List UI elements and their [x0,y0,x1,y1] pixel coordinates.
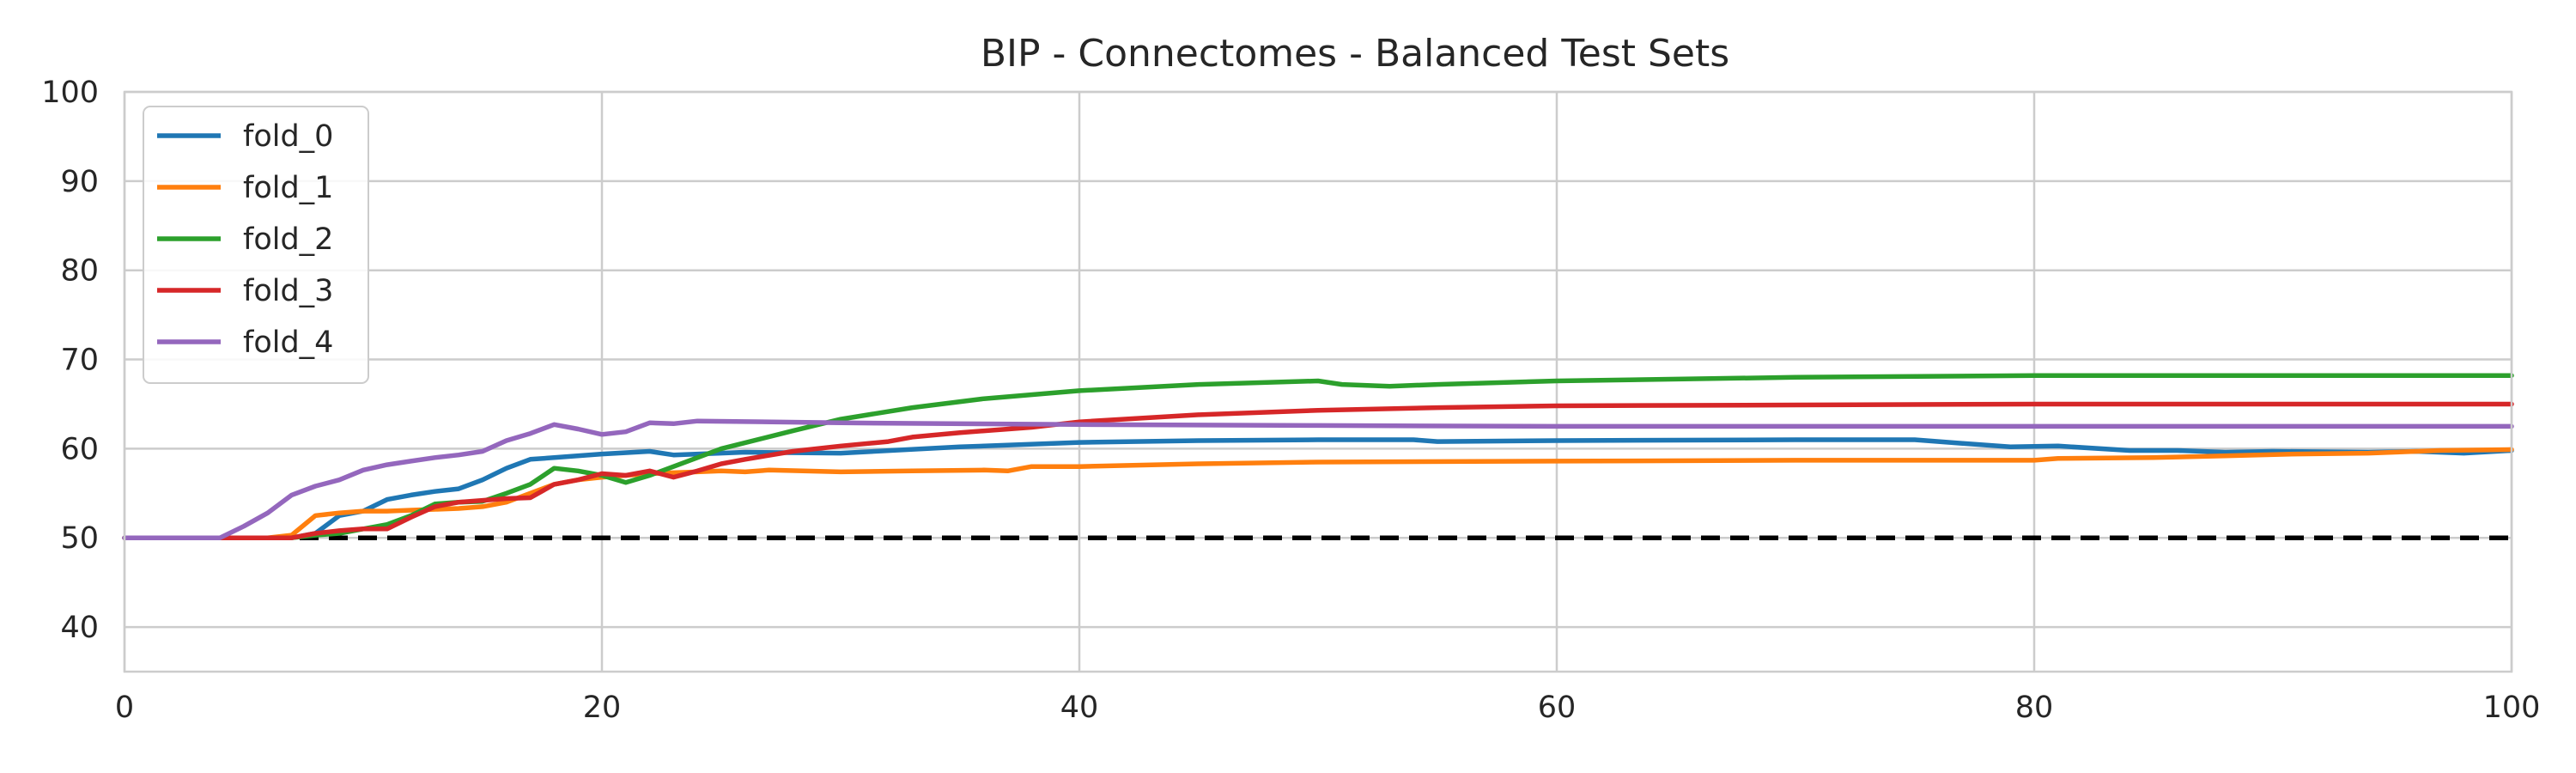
y-tick-label: 60 [60,432,99,466]
x-tick-label: 0 [115,691,134,725]
x-axis-ticks: 0 20 40 60 80 100 [115,691,2541,725]
y-tick-label: 90 [60,165,99,199]
series-lines [122,373,2514,540]
legend-label-fold-0: fold_0 [243,119,333,154]
legend-label-fold-2: fold_2 [243,222,333,257]
y-tick-label: 40 [60,611,99,645]
legend-label-fold-1: fold_1 [243,171,333,205]
y-tick-label: 80 [60,254,99,289]
y-tick-label: 100 [41,76,99,110]
chart-title: BIP - Connectomes - Balanced Test Sets [981,32,1729,76]
series-line-fold-1 [122,447,2514,540]
series-line-fold-3 [122,401,2514,540]
x-tick-label: 20 [583,691,622,725]
legend: fold_0 fold_1 fold_2 fold_3 fold_4 [143,106,369,384]
y-tick-label: 70 [60,344,99,378]
plot-frame [123,90,2513,673]
series-line-fold-4 [122,418,2514,540]
series-line-fold-0 [122,437,2514,540]
y-tick-label: 50 [60,521,99,556]
legend-label-fold-4: fold_4 [243,326,333,360]
x-tick-label: 40 [1060,691,1099,725]
legend-label-fold-3: fold_3 [243,274,333,308]
x-tick-label: 60 [1538,691,1577,725]
x-tick-label: 100 [2483,691,2541,725]
x-tick-label: 80 [2015,691,2054,725]
legend-frame [143,106,369,384]
y-axis-ticks: 40 50 60 70 80 90 100 [41,76,99,645]
